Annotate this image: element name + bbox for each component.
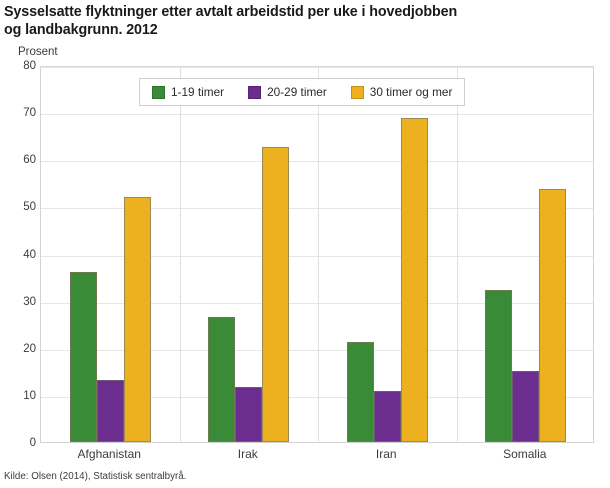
gridline-y-50 <box>41 208 593 210</box>
gridline-y-60 <box>41 161 593 163</box>
bar-afghanistan-series-2[interactable] <box>123 197 151 442</box>
bar-somalia-series-0[interactable] <box>485 290 513 442</box>
bar-group-afghanistan <box>41 67 180 442</box>
bar-somalia-series-1[interactable] <box>512 370 540 442</box>
x-tick-label-iran: Iran <box>375 447 397 461</box>
x-tick-label-somalia: Somalia <box>503 447 547 461</box>
bar-iran-series-1[interactable] <box>373 391 401 442</box>
bar-group-iran <box>318 67 457 442</box>
plot-area <box>40 66 594 443</box>
y-tick-label-50: 50 <box>23 201 36 214</box>
gridline-x-1 <box>179 67 181 442</box>
legend-item-1[interactable]: 20-29 timer <box>248 85 327 99</box>
gridline-y-10 <box>41 396 593 398</box>
bar-somalia-series-2[interactable] <box>539 189 567 442</box>
bar-irak-series-1[interactable] <box>235 386 263 442</box>
bar-irak-series-2[interactable] <box>262 146 290 442</box>
chart-legend: 1-19 timer 20-29 timer 30 timer og mer <box>139 78 466 106</box>
bar-iran-series-2[interactable] <box>400 118 428 442</box>
legend-item-0[interactable]: 1-19 timer <box>152 85 224 99</box>
source-note: Kilde: Olsen (2014), Statistisk sentralb… <box>4 471 187 482</box>
page-title: Sysselsatte flyktninger etter avtalt arb… <box>4 4 594 39</box>
bar-irak-series-0[interactable] <box>208 316 236 442</box>
y-tick-label-60: 60 <box>23 154 36 167</box>
gridline-x-2 <box>318 67 319 442</box>
x-tick-label-afghanistan: Afghanistan <box>77 447 141 461</box>
y-tick-label-10: 10 <box>23 389 36 402</box>
bar-group-somalia <box>457 67 596 442</box>
y-tick-label-30: 30 <box>23 295 36 308</box>
legend-label-0: 1-19 timer <box>171 85 225 99</box>
gridline-y-70 <box>41 114 593 116</box>
y-tick-label-20: 20 <box>23 342 36 355</box>
y-tick-label-40: 40 <box>23 248 36 261</box>
x-axis-tick-labels: Afghanistan Irak Iran Somalia <box>40 447 594 467</box>
gridline-x-3 <box>456 67 458 442</box>
bar-afghanistan-series-1[interactable] <box>96 379 124 442</box>
legend-swatch-icon-1 <box>248 85 262 99</box>
gridline-y-20 <box>41 349 593 351</box>
page-title-line-1: Sysselsatte flyktninger etter avtalt arb… <box>4 4 458 20</box>
legend-label-1: 20-29 timer <box>267 85 327 99</box>
bar-afghanistan-series-0[interactable] <box>69 272 97 442</box>
y-tick-label-0: 0 <box>29 437 36 449</box>
y-axis-tick-labels: 0 10 20 30 40 50 60 70 80 <box>0 60 36 449</box>
y-axis-label: Prosent <box>18 46 58 58</box>
bar-iran-series-0[interactable] <box>346 341 374 442</box>
y-tick-label-80: 80 <box>23 60 36 72</box>
legend-swatch-icon-0 <box>152 85 165 99</box>
y-tick-label-70: 70 <box>23 107 36 120</box>
page-title-line-2: og landbakgrunn. 2012 <box>4 21 158 38</box>
x-tick-label-irak: Irak <box>237 447 258 461</box>
gridline-y-80 <box>41 67 593 68</box>
gridline-y-40 <box>41 255 593 257</box>
bar-group-irak <box>180 67 319 442</box>
gridline-y-30 <box>41 302 593 304</box>
legend-label-2: 30 timer og mer <box>369 85 453 99</box>
legend-swatch-icon-2 <box>350 85 364 99</box>
legend-item-2[interactable]: 30 timer og mer <box>350 85 453 99</box>
